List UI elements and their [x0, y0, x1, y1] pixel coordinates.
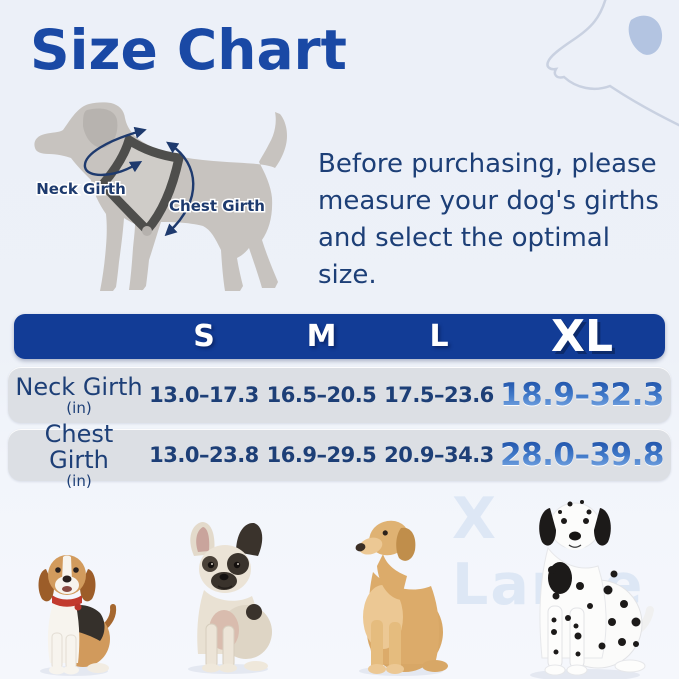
chest-value-xl: 28.0–39.8	[500, 437, 664, 473]
intro-text: Before purchasing, please measure your d…	[318, 146, 668, 294]
row-unit-text: (in)	[66, 399, 92, 417]
harness-buckle	[142, 226, 152, 236]
chest-value-s: 13.0–23.8	[149, 443, 259, 467]
neck-girth-arrow	[83, 126, 147, 177]
dalmatian-spots	[548, 500, 641, 657]
neck-value-l: 17.5–23.6	[384, 383, 494, 407]
row-unit-text: (in)	[66, 472, 92, 490]
neck-value-s: 13.0–17.3	[149, 383, 259, 407]
chest-value-m: 16.9–29.5	[266, 443, 377, 467]
table-row-neck-girth: Neck Girth (in) 13.0–17.3 16.5–20.5 17.5…	[8, 367, 671, 423]
dalmatian-photo	[530, 500, 654, 679]
size-col-l: L	[429, 319, 449, 354]
golden-retriever-photo	[355, 520, 448, 676]
size-table-header: S M L XL	[14, 311, 665, 362]
page-title: Size Chart	[30, 18, 347, 82]
table-row-chest-girth: Chest Girth (in) 13.0–23.8 16.9–29.5 20.…	[8, 421, 671, 489]
intro-line-3: and select the optimal size.	[318, 223, 610, 290]
row-label-text: Neck Girth	[15, 373, 143, 401]
row-label-chest: Chest Girth (in)	[14, 421, 144, 489]
chest-girth-arrow	[164, 141, 195, 237]
size-col-xl: XL	[551, 311, 613, 362]
row-label-neck: Neck Girth (in)	[14, 374, 144, 416]
chest-value-l: 20.9–34.3	[384, 443, 494, 467]
neck-girth-label: Neck Girth	[36, 180, 126, 198]
row-label-text: Chest Girth	[44, 420, 114, 474]
beagle-photo	[38, 555, 117, 676]
french-bulldog-photo	[188, 522, 272, 674]
intro-line-1: Before purchasing, please	[318, 149, 657, 179]
dog-head-outline-path	[546, 0, 679, 127]
intro-line-2: measure your dog's girths	[318, 186, 659, 216]
neck-value-xl: 18.9–32.3	[500, 377, 664, 413]
neck-value-m: 16.5–20.5	[266, 383, 377, 407]
deco-dog-head-outline-icon	[546, 0, 679, 127]
chest-girth-label: Chest Girth	[169, 197, 265, 215]
size-col-s: S	[193, 319, 215, 354]
size-col-m: M	[306, 319, 337, 354]
dog-ear	[83, 108, 118, 148]
dog-ear-shape	[628, 15, 663, 55]
harness-measurement-diagram: Neck Girth Chest Girth	[34, 102, 287, 292]
